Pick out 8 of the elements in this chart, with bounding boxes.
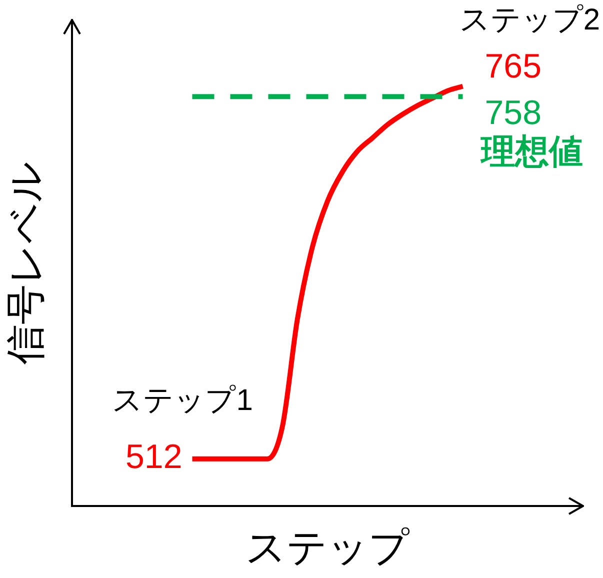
data-label: 512 bbox=[126, 438, 182, 476]
y-axis-title: 信号レベル bbox=[4, 162, 48, 364]
data-label: 765 bbox=[484, 48, 542, 86]
annotation: 理想値 bbox=[480, 132, 583, 171]
ref-line-label: 758 bbox=[484, 94, 542, 132]
annotation: ステップ1 bbox=[112, 384, 253, 418]
x-axis-title: ステップ bbox=[246, 526, 410, 570]
annotation: ステップ2 bbox=[459, 3, 600, 36]
